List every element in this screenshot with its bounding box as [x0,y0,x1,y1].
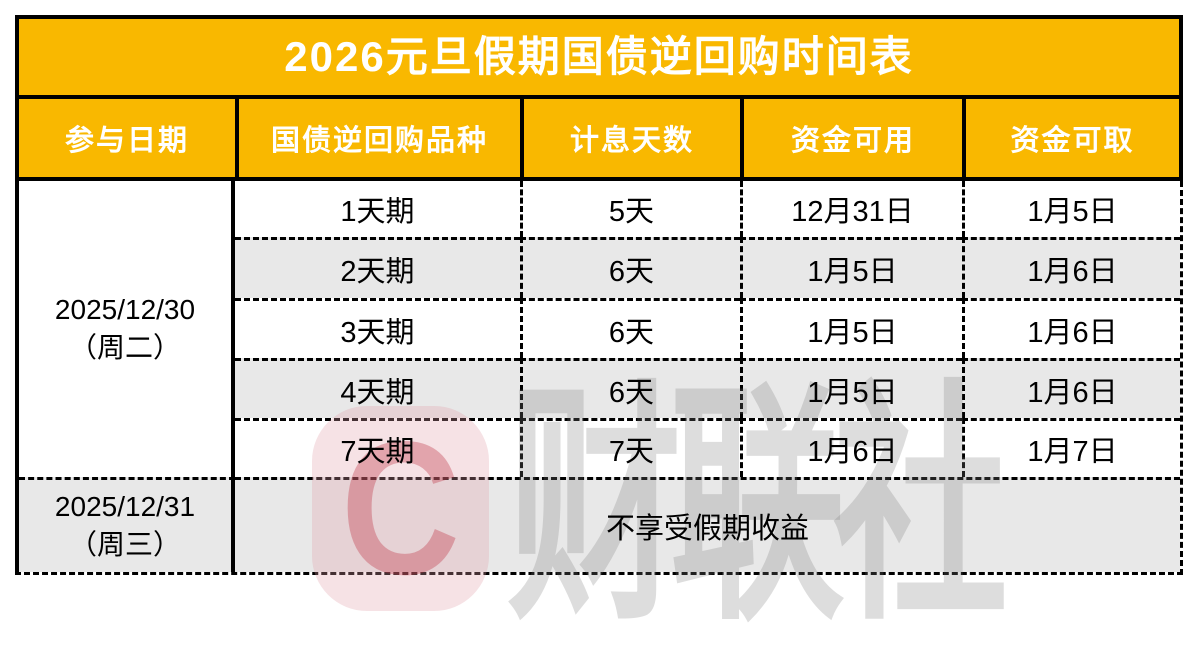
no-holiday-benefit-cell: 不享受假期收益 [235,477,1180,572]
table-row-cell: 1月6日 [962,358,1180,418]
table-row-cell: 7天期 [235,418,520,477]
table-row-cell: 5天 [520,181,740,237]
table-title-bar: 2026元旦假期国债逆回购时间表 [15,15,1183,95]
table-row-cell: 1月6日 [962,298,1180,358]
table-row-cell: 1月5日 [740,358,962,418]
table-row-cell: 12月31日 [740,181,962,237]
table-row-cell: 1月5日 [962,181,1180,237]
table-row-cell: 3天期 [235,298,520,358]
column-header-funds-available: 资金可用 [740,99,962,177]
column-header-interest-days: 计息天数 [520,99,740,177]
repo-schedule-table: 2026元旦假期国债逆回购时间表 参与日期 国债逆回购品种 计息天数 资金可用 … [15,15,1183,635]
table-row-cell: 1月6日 [740,418,962,477]
date-text: 2025/12/30 [54,294,196,326]
table-body: 2025/12/30 （周二） 1天期 5天 12月31日 1月5日 2天期 6… [15,181,1183,635]
date-cell-2025-12-31: 2025/12/31 （周三） [19,477,235,572]
table-row-cell: 4天期 [235,358,520,418]
table-row-cell: 1月5日 [740,298,962,358]
date-cell-2025-12-30: 2025/12/30 （周二） [19,181,235,477]
table-row-cell: 7天 [520,418,740,477]
table-row-cell: 2天期 [235,237,520,298]
table-header-row: 参与日期 国债逆回购品种 计息天数 资金可用 资金可取 [15,95,1183,181]
table-row-cell: 6天 [520,298,740,358]
table-row-cell: 1月6日 [962,237,1180,298]
table-row-cell: 1月7日 [962,418,1180,477]
page-title: 2026元旦假期国债逆回购时间表 [284,33,914,80]
weekday-text: （周三） [68,529,181,560]
column-header-funds-withdrawable: 资金可取 [962,99,1179,177]
column-header-participation-date: 参与日期 [64,125,189,157]
column-header-repo-variety: 国债逆回购品种 [235,99,520,177]
table-row-cell: 6天 [520,237,740,298]
table-row-cell: 1月5日 [740,237,962,298]
table-row-cell: 6天 [520,358,740,418]
table-row-cell: 1天期 [235,181,520,237]
weekday-text: （周二） [68,332,181,363]
date-text: 2025/12/31 [54,491,196,523]
